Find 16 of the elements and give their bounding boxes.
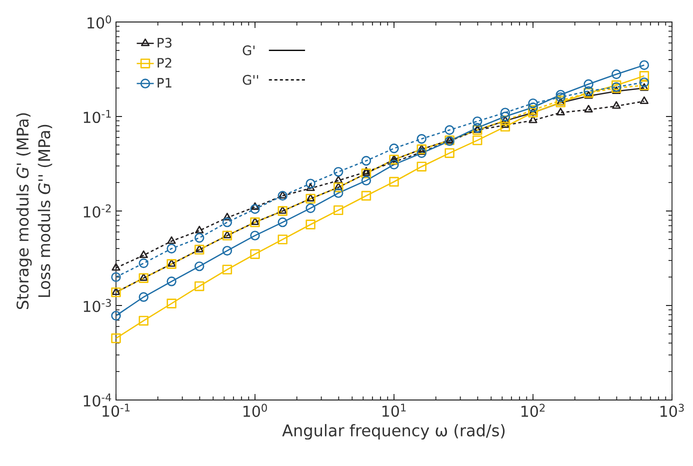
- x-tick-label: 10$^{1}$: [382, 404, 406, 417]
- legend-label: P2: [158, 58, 172, 68]
- legend-label: P1: [158, 78, 172, 88]
- annotation: G'': [242, 74, 258, 85]
- legend-label: P3: [158, 38, 172, 48]
- x-tick-label: 10$^{2}$: [522, 404, 545, 417]
- annotation: G': [242, 45, 254, 56]
- y-axis-title: Storage moduls G' (MPa): [16, 113, 32, 309]
- y-tick-label: 10$^{-2}$: [84, 204, 111, 218]
- y-tick-label: 10$^{0}$: [88, 15, 112, 29]
- text: Loss moduls G'' (MPa): [38, 124, 52, 297]
- x-tick-label: 10$^{0}$: [244, 404, 267, 417]
- y-tick-label: 10$^{-3}$: [84, 298, 111, 312]
- x-tick-label: 10$^{3}$: [660, 404, 684, 417]
- y-tick-label: 10$^{-1}$: [84, 110, 111, 124]
- x-axis-title: Angular frequency ω (rad/s): [282, 424, 505, 440]
